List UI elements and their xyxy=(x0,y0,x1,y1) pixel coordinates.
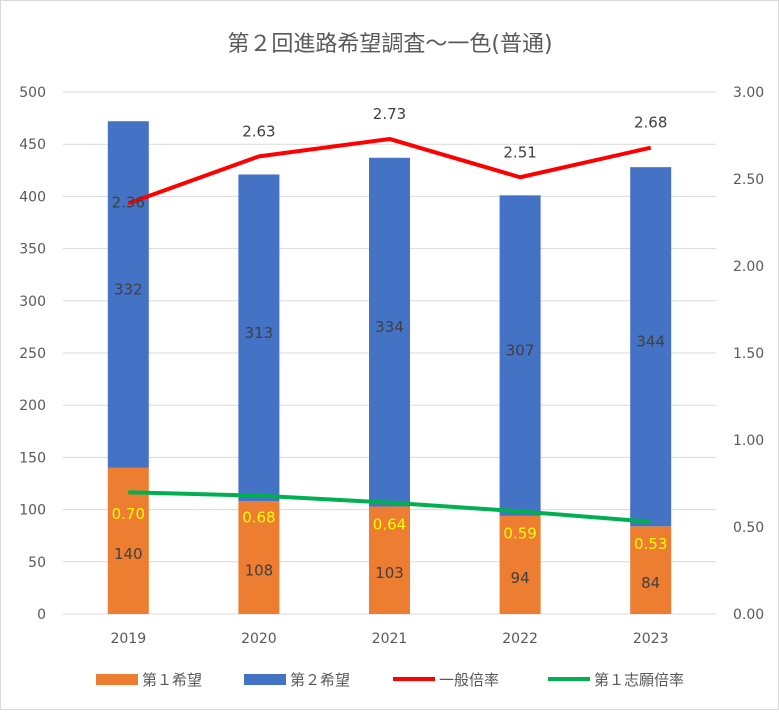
line-data-label: 0.64 xyxy=(373,516,406,534)
y2-tick-label: 2.00 xyxy=(733,259,764,275)
line-data-label: 0.53 xyxy=(634,535,667,553)
bar-data-label: 140 xyxy=(114,545,143,563)
y-tick-label: 450 xyxy=(19,137,46,153)
line-data-label: 2.51 xyxy=(503,143,536,161)
line-data-label: 2.63 xyxy=(242,122,275,140)
y2-tick-label: 2.50 xyxy=(733,172,764,188)
y-tick-label: 500 xyxy=(19,85,46,101)
line-data-label: 0.70 xyxy=(112,505,145,523)
y-tick-label: 200 xyxy=(19,398,46,414)
legend-label: 一般倍率 xyxy=(439,671,499,689)
y-tick-label: 50 xyxy=(28,555,46,571)
y-tick-label: 150 xyxy=(19,450,46,466)
chart-title: 第２回進路希望調査～一色(普通) xyxy=(227,32,552,57)
bar-2 xyxy=(107,121,149,468)
legend-label: 第１志願倍率 xyxy=(594,671,684,689)
y-tick-label: 400 xyxy=(19,189,46,205)
y2-tick-label: 0.50 xyxy=(733,520,764,536)
x-tick-label: 2022 xyxy=(502,631,538,647)
line-2 xyxy=(128,490,651,524)
x-tick-label: 2019 xyxy=(110,631,146,647)
y2-tick-label: 1.50 xyxy=(733,346,764,362)
legend-swatch xyxy=(244,674,286,685)
bar-1 xyxy=(107,467,149,614)
legend-label: 第２希望 xyxy=(290,671,350,689)
y2-tick-label: 0.00 xyxy=(733,607,764,623)
legend-swatch xyxy=(96,674,138,685)
bar-1 xyxy=(630,526,672,614)
y-tick-label: 300 xyxy=(19,294,46,310)
line-data-label: 0.59 xyxy=(503,524,536,542)
bar-data-label: 84 xyxy=(641,574,660,592)
bar-1 xyxy=(499,515,541,614)
bar-2 xyxy=(369,157,410,507)
bar-1 xyxy=(238,501,280,614)
x-tick-label: 2021 xyxy=(372,631,408,647)
line-1 xyxy=(127,136,652,206)
bar-data-label: 94 xyxy=(511,569,530,587)
x-tick-label: 2023 xyxy=(633,631,669,647)
bar-data-label: 103 xyxy=(375,564,404,582)
line-data-label: 2.73 xyxy=(373,105,406,123)
line-data-label: 0.68 xyxy=(242,509,275,527)
bar-2 xyxy=(238,174,280,502)
legend-label: 第１希望 xyxy=(142,671,202,689)
line-data-label: 2.68 xyxy=(634,114,667,132)
line-data-label: 2.36 xyxy=(112,193,145,211)
bar-data-label: 313 xyxy=(245,324,274,342)
y-tick-label: 100 xyxy=(19,503,46,519)
bar-data-label: 108 xyxy=(245,562,274,580)
bar-data-label: 332 xyxy=(114,281,143,299)
y2-tick-label: 3.00 xyxy=(733,85,764,101)
y-tick-label: 250 xyxy=(19,346,46,362)
y2-tick-label: 1.00 xyxy=(733,433,764,449)
bar-2 xyxy=(630,167,672,527)
bar-2 xyxy=(499,195,541,516)
bar-data-label: 307 xyxy=(506,342,535,360)
y-tick-label: 0 xyxy=(37,607,46,623)
bar-data-label: 344 xyxy=(636,333,665,351)
bar-data-label: 334 xyxy=(375,318,404,336)
bar-1 xyxy=(369,506,410,614)
x-tick-label: 2020 xyxy=(241,631,277,647)
y-tick-label: 350 xyxy=(19,242,46,258)
